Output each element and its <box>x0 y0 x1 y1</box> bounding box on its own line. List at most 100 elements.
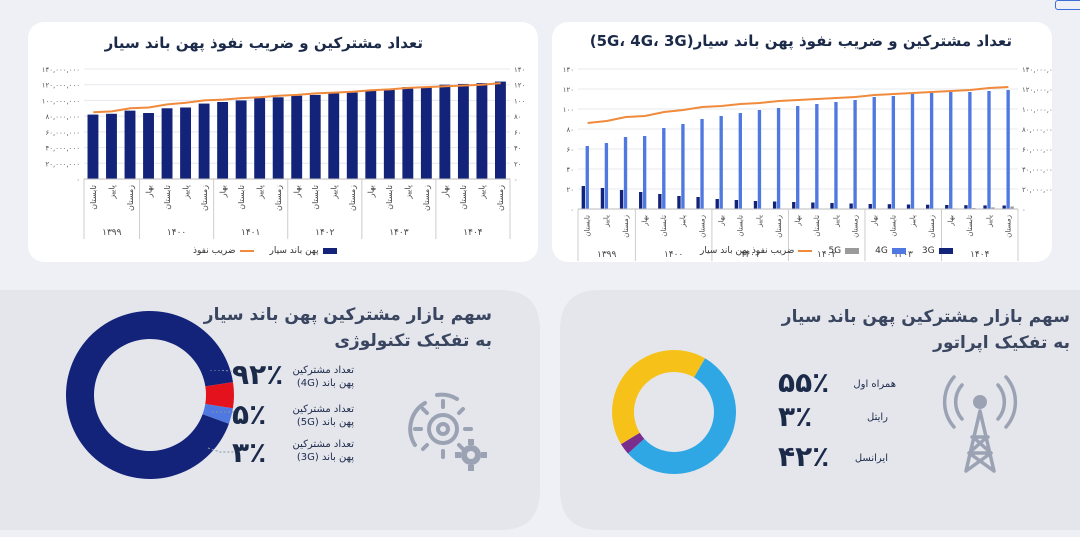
y-tick-label-left: ۱۴۰ <box>563 66 574 74</box>
x-tick-label: زمستان <box>1004 215 1012 238</box>
bar <box>291 95 303 179</box>
x-tick-label: زمستان <box>496 185 505 211</box>
y-tick-label-left: ۲۰,۰۰۰,۰۰۰ <box>45 160 80 168</box>
y-tick-label-left: ۱۰۰ <box>563 106 574 114</box>
bar <box>696 197 700 209</box>
tech-5g-label: تعداد مشترکین پهن باند (5G) <box>292 404 354 428</box>
y-tick-label-right: ۱۰۰,۰۰۰,۰۰۰ <box>1022 106 1052 114</box>
bar <box>734 200 739 209</box>
x-tick-label: بهار <box>293 185 302 198</box>
bar <box>180 107 192 179</box>
bar <box>987 91 991 209</box>
legend-item-4g: 4G <box>875 246 906 256</box>
x-tick-label: زمستان <box>274 185 283 211</box>
chart-card-tech: تعداد مشترکین و ضریب نفوذ پهن باند سیار(… <box>552 22 1052 262</box>
operator-irancell-label: ایرانسل <box>854 453 888 464</box>
x-tick-label: پاییز <box>603 215 611 228</box>
y-tick-label-left: ۶۰,۰۰۰,۰۰۰ <box>45 129 80 137</box>
bar <box>815 104 819 209</box>
bar <box>476 83 488 179</box>
y-tick-label-right: ۱۴۰,۰۰۰,۰۰۰ <box>1022 66 1052 74</box>
x-tick-label: پاییز <box>181 185 190 200</box>
bar <box>383 89 395 179</box>
y-tick-label-right: ۶۰,۰۰۰,۰۰۰ <box>1022 146 1052 154</box>
bar <box>853 100 857 209</box>
bar <box>906 204 911 209</box>
operator-hamrah-label: همراه اول <box>853 379 896 390</box>
x-tick-label: پاییز <box>985 215 993 228</box>
x-tick-label: بهار <box>794 215 802 227</box>
bar <box>715 199 719 209</box>
x-tick-label: بهار <box>947 215 955 227</box>
x-tick-label: زمستان <box>126 185 135 211</box>
bar <box>681 124 685 209</box>
y-tick-label-left: ۰ <box>76 176 80 184</box>
x-tick-label: پاییز <box>107 185 116 200</box>
bar <box>439 84 451 179</box>
y-tick-label-left: ۱۴۰,۰۰۰,۰۰۰ <box>42 66 80 74</box>
technology-subscribers-chart: ۱۴۰۱۴۰,۰۰۰,۰۰۰۱۲۰۱۲۰,۰۰۰,۰۰۰۱۰۰۱۰۰,۰۰۰,۰… <box>563 66 1052 261</box>
y-tick-label-left: ۰ <box>570 206 574 214</box>
bar <box>792 202 796 209</box>
bar <box>872 97 876 209</box>
x-tick-label: بهار <box>367 185 376 198</box>
y-tick-label-left: ۱۲۰,۰۰۰,۰۰۰ <box>42 82 80 90</box>
year-group-label: ۱۴۰۲ <box>315 228 335 238</box>
x-tick-label: زمستان <box>928 215 936 238</box>
y-tick-label-right: ۰ <box>514 176 518 184</box>
bar <box>581 186 585 209</box>
panel-tech-share: سهم بازار مشترکین پهن باند سیار به تفکیک… <box>0 290 540 530</box>
year-group-label: ۱۴۰۴ <box>463 228 483 238</box>
bar <box>811 202 815 209</box>
x-tick-label: زمستان <box>348 185 357 211</box>
x-tick-label: بهار <box>641 215 649 227</box>
x-tick-label: زمستان <box>200 185 209 211</box>
bar <box>796 106 800 209</box>
antenna-tower-icon <box>942 375 1018 473</box>
year-group-label: ۱۴۰۳ <box>389 228 409 238</box>
legend-item-3g: 3G <box>922 246 953 256</box>
year-group-label: ۱۴۰۰ <box>167 228 186 238</box>
y-tick-label-right: ۱۲۰,۰۰۰,۰۰۰ <box>1022 86 1052 94</box>
legend-item-bar: پهن باند سیار <box>270 246 337 256</box>
bar <box>346 92 358 179</box>
y-tick-label-right: ۶۰ <box>514 129 522 137</box>
bar <box>964 205 968 209</box>
bar <box>910 94 915 209</box>
x-tick-label: تابستان <box>385 185 394 210</box>
donut-slice <box>65 310 234 479</box>
chart-card-total: تعداد مشترکین و ضریب نفوذ پهن باند سیار … <box>28 22 538 262</box>
year-group-label: ۱۴۰۲ <box>817 250 837 260</box>
x-tick-label: بهار <box>717 215 725 227</box>
y-tick-label-right: ۲۰ <box>514 160 522 168</box>
bar <box>217 102 229 179</box>
tech-5g-percent: ۵٪ <box>232 398 267 431</box>
x-tick-label: زمستان <box>775 215 783 238</box>
bar <box>738 113 742 209</box>
operator-hamrah-percent: ۵۵٪ <box>778 366 830 399</box>
bar <box>949 92 953 209</box>
operator-rightel-label: رایتل <box>867 412 888 423</box>
bar <box>1010 206 1014 209</box>
x-tick-label: بهار <box>871 215 879 227</box>
bar <box>925 204 930 209</box>
x-tick-label: بهار <box>218 185 227 198</box>
x-tick-label: تابستان <box>890 215 898 237</box>
bar <box>457 83 469 179</box>
bar <box>106 113 117 179</box>
bar <box>272 97 284 179</box>
legend-item-line: ضریب نفوذ <box>193 246 254 256</box>
tech-3g-label: تعداد مشترکین پهن باند (3G) <box>292 439 354 463</box>
bar <box>929 93 934 209</box>
year-group-label: ۱۴۰۱ <box>241 228 260 238</box>
bar <box>235 100 247 179</box>
y-tick-label-left: ۱۰۰,۰۰۰,۰۰۰ <box>42 97 80 105</box>
bar <box>677 196 681 209</box>
bar <box>198 103 210 179</box>
y-tick-label-right: ۴۰,۰۰۰,۰۰۰ <box>1022 166 1052 174</box>
donut-slice <box>205 382 234 409</box>
bar <box>662 128 666 209</box>
bar <box>757 110 762 209</box>
donut-slice <box>612 350 705 445</box>
